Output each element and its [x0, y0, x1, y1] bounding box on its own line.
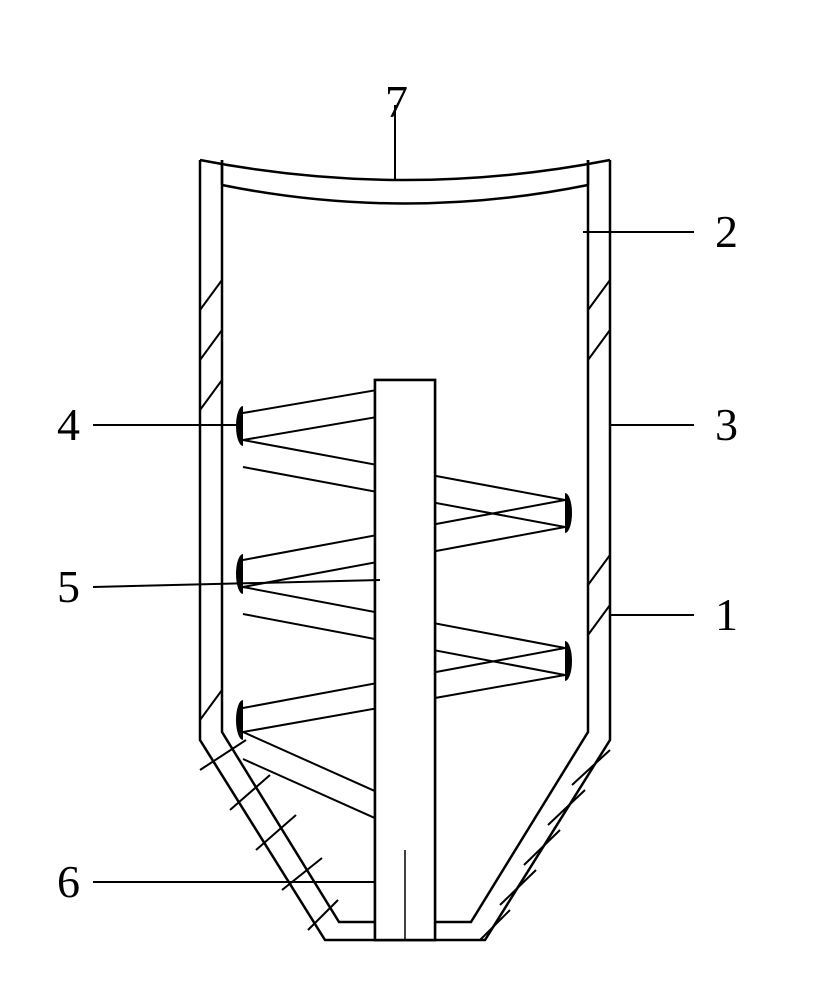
- label-4: 4: [57, 398, 80, 451]
- label-6: 6: [57, 855, 80, 908]
- label-5: 5: [57, 560, 80, 613]
- label-1: 1: [715, 588, 738, 641]
- top-opening: [200, 160, 610, 204]
- label-7: 7: [385, 75, 408, 128]
- diagram-svg: [0, 0, 829, 1000]
- helical-blades: [243, 380, 565, 940]
- label-2: 2: [715, 205, 738, 258]
- label-3: 3: [715, 398, 738, 451]
